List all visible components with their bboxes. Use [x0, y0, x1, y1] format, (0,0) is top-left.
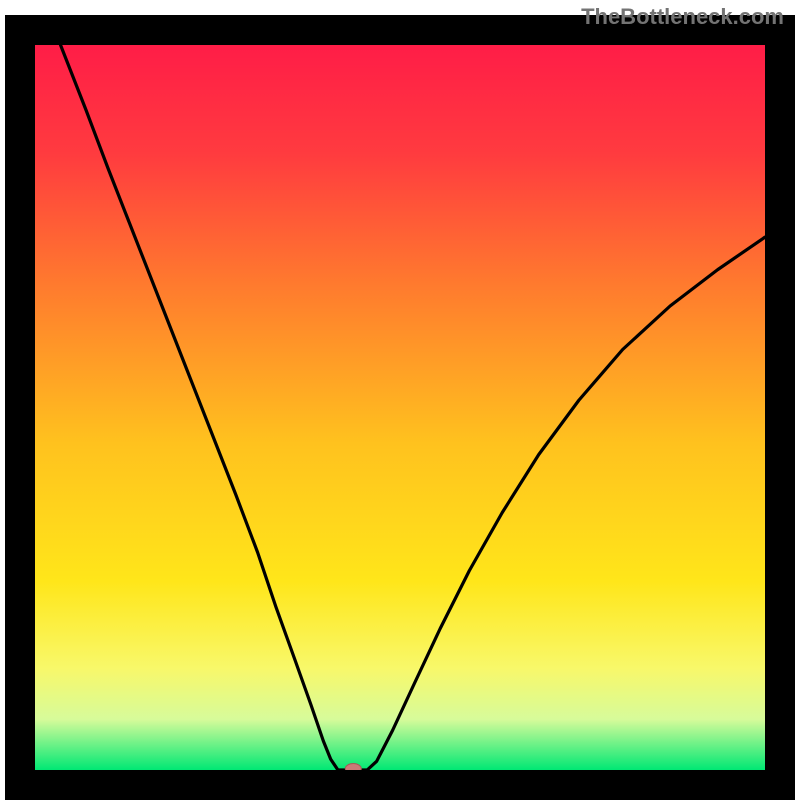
- gradient-background: [35, 45, 765, 770]
- bottleneck-chart: [0, 0, 800, 800]
- chart-container: { "watermark": { "text": "TheBottleneck.…: [0, 0, 800, 800]
- watermark-text: TheBottleneck.com: [581, 4, 784, 30]
